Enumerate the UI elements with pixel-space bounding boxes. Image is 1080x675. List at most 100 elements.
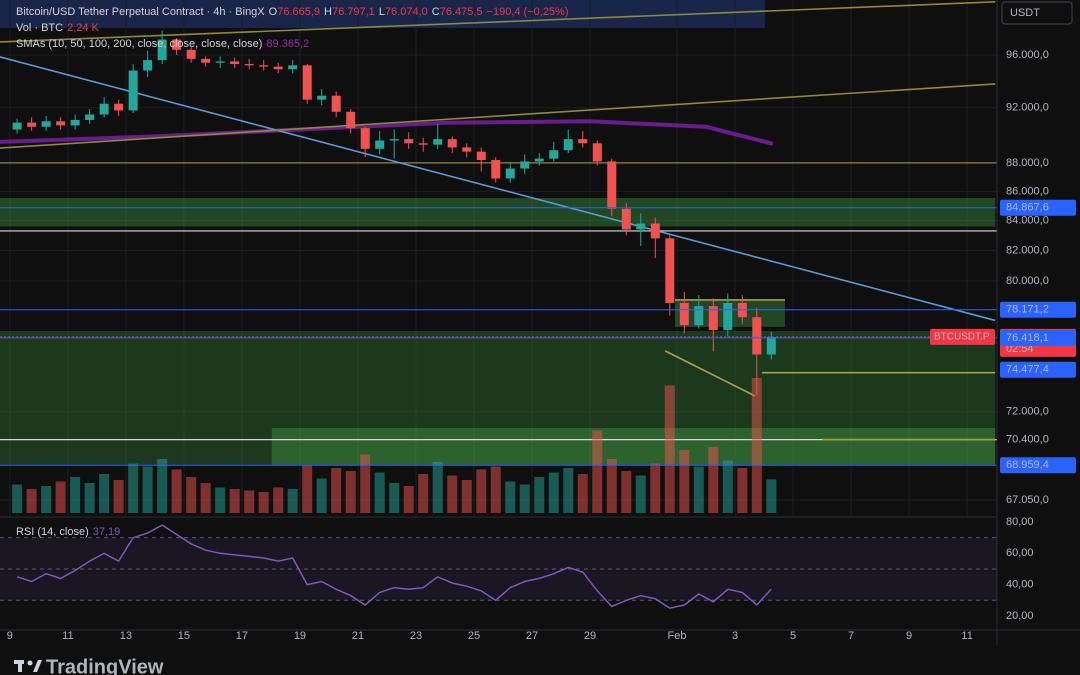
volume-bar [664, 385, 675, 513]
candle-body [114, 103, 124, 111]
candle-body [244, 64, 254, 66]
candle-body [578, 139, 588, 144]
volume-bar [751, 378, 762, 513]
trend-line [0, 1, 996, 43]
trend-line [664, 350, 756, 397]
ohlc-value: 76.797,1 [331, 6, 375, 18]
ohlc-label: O [268, 6, 278, 18]
candle-body [607, 161, 617, 209]
change-value: −190,4 (−0,25%) [486, 6, 569, 18]
volume-bar [128, 463, 139, 513]
volume-bar [345, 471, 356, 513]
candle-body [172, 39, 182, 50]
volume-bar [26, 489, 37, 513]
ohlc-value: 76.665,9 [277, 6, 321, 18]
sma-label: SMAs (10, 50, 100, 200, close, close, cl… [16, 38, 263, 50]
symbol-tag [930, 328, 995, 345]
candle-body [360, 128, 370, 149]
candle-body [752, 317, 762, 355]
y-tick-label: 86.000,0 [1006, 185, 1049, 197]
volume-bar [592, 430, 603, 513]
x-tick-label: 7 [848, 630, 854, 642]
volume-bar [360, 454, 371, 513]
volume-bar [708, 447, 719, 513]
sma-value: 89.365,2 [266, 38, 310, 50]
volume-bar [432, 462, 443, 513]
ohlc-label: C [431, 6, 440, 18]
y-tick-label: 82.000,0 [1006, 244, 1049, 256]
zone [0, 198, 996, 227]
candle-body [462, 147, 472, 152]
volume-bar [99, 474, 110, 513]
y-tick-label: 84.000,0 [1006, 214, 1049, 226]
y-tick-label: 67.050,0 [1006, 494, 1049, 506]
volume-bar [55, 481, 66, 513]
rsi-label: RSI (14, close) [16, 526, 89, 538]
volume-bar [606, 459, 617, 513]
price-tag-label: 84.867,6 [1006, 202, 1049, 214]
zone [0, 331, 996, 465]
x-tick-label: 29 [584, 630, 596, 642]
logo-mark [27, 660, 33, 666]
x-tick-label: 5 [790, 630, 796, 642]
volume-bar [693, 466, 704, 513]
y-tick-label: 80.000,0 [1006, 275, 1049, 287]
candle-body [679, 302, 689, 326]
volume-bar [84, 483, 95, 513]
volume-bar [418, 474, 429, 513]
candle-body [491, 160, 501, 179]
candle-body [186, 49, 196, 59]
candle-body [302, 65, 312, 100]
candle-body [433, 139, 443, 145]
candle-body [12, 122, 22, 130]
candle-body [99, 103, 109, 115]
x-tick-label: 19 [294, 630, 306, 642]
price-tag-label: 76.418,1 [1006, 332, 1049, 344]
price-tag-label: 68.959,4 [1006, 459, 1049, 471]
x-tick-label: 3 [732, 630, 738, 642]
candle-body [592, 143, 602, 162]
candle-body [665, 238, 675, 303]
volume-bar [447, 475, 458, 513]
candle-body [505, 168, 515, 179]
volume-bar [577, 474, 588, 513]
candle-body [708, 306, 718, 331]
volume-bar [563, 468, 574, 513]
legend: Bitcoin/USD Tether Perpetual Contract · … [16, 6, 573, 54]
x-tick-label: 27 [526, 630, 538, 642]
volume-bar [403, 486, 414, 513]
candle-body [621, 208, 631, 230]
trend-line [0, 83, 996, 149]
candle-body [549, 150, 559, 159]
x-tick-label: 21 [352, 630, 364, 642]
candle-body [27, 122, 37, 127]
volume-bar [142, 466, 153, 513]
x-tick-label: 23 [410, 630, 422, 642]
symbol-title: Bitcoin/USD Tether Perpetual Contract · … [16, 6, 265, 18]
candle-body [128, 70, 138, 111]
candle-body [273, 66, 283, 70]
volume-bar [41, 486, 52, 513]
candle-body [201, 58, 211, 63]
y-tick-label: 96.000,0 [1006, 49, 1049, 61]
volume-bar [258, 492, 269, 513]
legend-row: Bitcoin/USD Tether Perpetual Contract · … [16, 6, 573, 22]
candle-body [143, 60, 153, 71]
volume-bar [186, 477, 197, 513]
candle-body [418, 143, 428, 145]
volume-bar [229, 489, 240, 513]
currency-label[interactable]: USDT [1010, 7, 1040, 19]
y-tick-label: 70.400,0 [1006, 433, 1049, 445]
ohlc-label: L [378, 6, 385, 18]
volume-bar [722, 460, 733, 513]
candle-body [375, 140, 385, 149]
x-tick-label: 11 [961, 630, 972, 642]
currency-button[interactable] [1001, 1, 1073, 25]
x-tick-label: 17 [236, 630, 248, 642]
volume-bar [490, 466, 501, 513]
x-tick-label: 25 [468, 630, 480, 642]
price-tag [1000, 329, 1076, 346]
volume-bar [171, 469, 182, 513]
candle-body [636, 223, 646, 230]
volume-bar [635, 475, 646, 513]
